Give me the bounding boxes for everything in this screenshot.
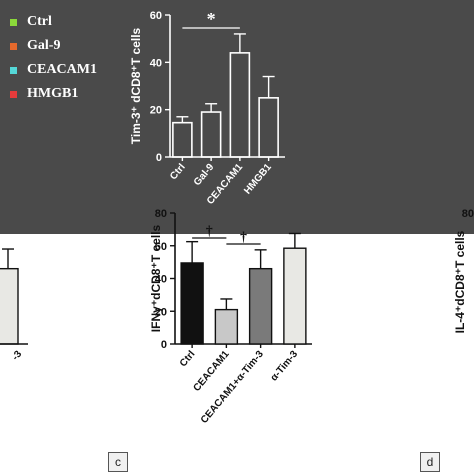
x-tick-label: CEACAM1+α-Tim-3	[199, 349, 266, 426]
y-axis-title: IL-4⁺dCD8⁺T cells	[453, 230, 467, 333]
x-tick-label: α-Tim-3	[269, 349, 301, 384]
legend-swatch	[10, 66, 17, 74]
bar	[283, 247, 307, 345]
legend-label: CEACAM1	[27, 62, 97, 77]
bar	[248, 267, 273, 345]
legend: Ctrl Gal-9 CEACAM1 HMGB1	[10, 10, 97, 106]
y-axis-title: Tim-3⁺ dCD8⁺T cells	[129, 27, 143, 144]
legend-label: Gal-9	[27, 38, 61, 53]
legend-swatch	[10, 18, 17, 26]
legend-label: HMGB1	[27, 86, 79, 101]
legend-swatch	[10, 42, 17, 50]
legend-label: Ctrl	[27, 14, 52, 29]
partial-left-chart: -3	[0, 248, 28, 363]
legend-item-gal9: Gal-9	[10, 34, 97, 58]
legend-item-hmgb1: HMGB1	[10, 82, 97, 106]
panel-label-d: d	[420, 452, 440, 472]
x-tick-label: HMGB1	[242, 162, 274, 197]
y-tick-label: 0	[156, 152, 162, 164]
x-tick-label: Ctrl	[178, 349, 198, 369]
significance-marker: †	[206, 224, 213, 239]
panel-label-c: c	[108, 452, 128, 472]
x-tick-label: Ctrl	[168, 162, 188, 182]
bar	[172, 121, 193, 158]
bar	[200, 111, 222, 158]
bar	[258, 97, 279, 158]
y-tick-label: 0	[161, 339, 167, 351]
legend-item-ctrl: Ctrl	[10, 10, 97, 34]
y-tick-label: 80	[462, 208, 474, 220]
legend-swatch	[10, 90, 17, 98]
bottom-light-background	[0, 234, 474, 474]
significance-marker: †	[240, 230, 247, 245]
x-tick-label: -3	[10, 349, 24, 363]
y-tick-label: 20	[150, 105, 162, 117]
y-axis-title: IFNγ⁺dCD8⁺T cells	[149, 225, 163, 333]
top-dark-background	[0, 0, 474, 234]
y-tick-label: 40	[150, 57, 162, 69]
y-tick-label: 40	[155, 274, 167, 286]
significance-marker: *	[207, 9, 216, 29]
bar	[0, 267, 19, 345]
legend-item-ceacam1: CEACAM1	[10, 58, 97, 82]
y-tick-label: 60	[155, 241, 167, 253]
partial-right-chart: 80 IL-4⁺dCD8⁺T cells	[453, 208, 474, 333]
y-tick-label: 60	[150, 10, 162, 22]
y-tick-label: 20	[155, 306, 167, 318]
bar	[229, 52, 251, 158]
y-tick-label: 80	[155, 208, 167, 220]
x-tick-label: Gal-9	[192, 162, 217, 189]
bar	[214, 308, 239, 345]
bar	[180, 262, 204, 345]
